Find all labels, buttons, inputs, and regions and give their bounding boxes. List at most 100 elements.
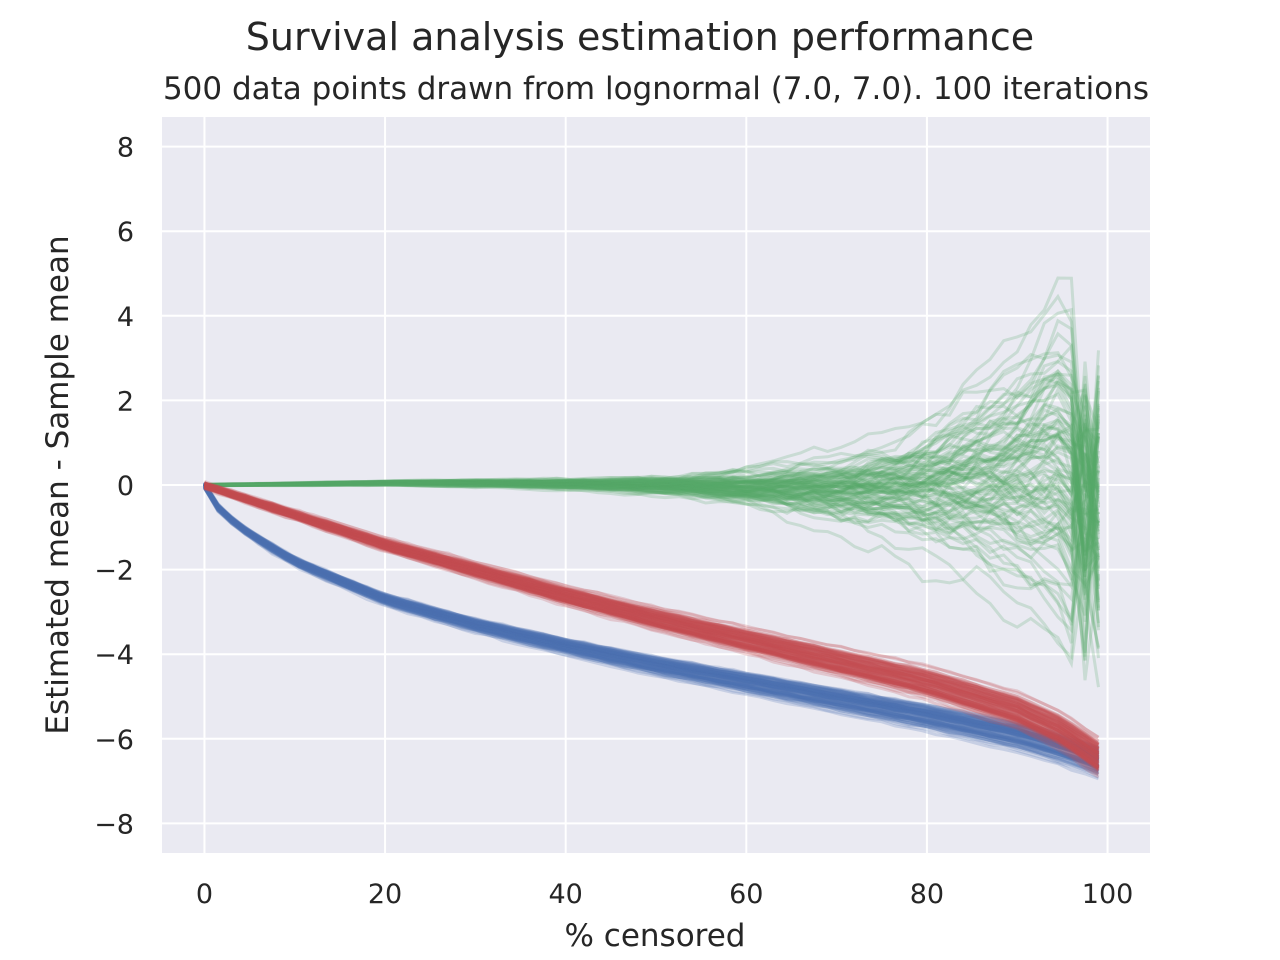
series-line (203, 486, 1100, 770)
series-line (204, 419, 1100, 540)
series-line (203, 483, 1100, 753)
series-line (204, 484, 1100, 762)
series-line (204, 381, 1100, 601)
series-line (203, 482, 1099, 751)
series-line (203, 484, 1099, 759)
series-line (203, 485, 1100, 772)
series-line (203, 484, 1100, 765)
series-line (203, 484, 1100, 768)
series-line (203, 484, 1100, 766)
series-line (203, 483, 1100, 758)
series-line (203, 483, 1100, 760)
series-line (204, 477, 1100, 587)
series-line (204, 422, 1100, 582)
series-line (203, 486, 1099, 774)
series-line (203, 479, 1100, 739)
series-line (204, 480, 1100, 603)
series-line (203, 485, 1100, 769)
series-line (204, 375, 1100, 569)
series-line (203, 483, 1100, 759)
series-line (203, 483, 1100, 756)
series-line (203, 482, 1099, 758)
series-line (204, 394, 1100, 511)
series-line (204, 318, 1100, 488)
series-line (203, 485, 1100, 767)
series-line (203, 481, 1100, 749)
series-line (204, 436, 1100, 659)
series-line (203, 482, 1100, 761)
series-line (204, 486, 1100, 771)
series-line (204, 461, 1100, 515)
series-line (203, 483, 1100, 764)
series-line (204, 436, 1100, 555)
series-line (203, 485, 1099, 769)
series-line (203, 484, 1100, 757)
series-line (204, 454, 1100, 661)
series-line (203, 482, 1100, 757)
series-line (204, 383, 1100, 492)
series-line (204, 407, 1100, 648)
y-tick-label: −4 (94, 640, 134, 671)
series-line (203, 482, 1099, 756)
series-line (203, 487, 1100, 781)
x-tick-label: 0 (196, 879, 213, 910)
series-line (203, 481, 1100, 749)
series-line (204, 422, 1100, 581)
series-line (203, 486, 1100, 775)
series-line (204, 433, 1100, 571)
series-line (203, 482, 1100, 756)
series-line (203, 487, 1100, 779)
series-line (203, 482, 1099, 754)
series-line (204, 470, 1100, 681)
series-line (204, 418, 1100, 644)
series-line (204, 427, 1099, 498)
series-line (204, 478, 1100, 616)
series-line (204, 436, 1100, 563)
series-line (203, 483, 1099, 762)
series-line (203, 481, 1100, 747)
series-line (203, 484, 1100, 762)
series-line (204, 479, 1100, 572)
series-line (203, 485, 1100, 773)
series-line (203, 483, 1100, 761)
series-line (203, 484, 1100, 764)
series-line (204, 423, 1100, 516)
series-line (203, 482, 1100, 754)
series-line (204, 478, 1100, 631)
series-line (204, 485, 1100, 770)
series-line (203, 482, 1099, 755)
y-tick-label: 8 (117, 133, 134, 164)
series-line (203, 481, 1100, 749)
series-line (203, 484, 1100, 768)
series-line (203, 482, 1100, 754)
series-line (204, 483, 1100, 754)
series-line (204, 483, 1100, 533)
series-line (203, 483, 1100, 758)
series-line (203, 481, 1100, 750)
series-line (203, 483, 1099, 757)
series-line (203, 482, 1100, 755)
series-line (203, 484, 1100, 763)
series-line (203, 482, 1100, 756)
series-line (203, 483, 1099, 757)
series-line (204, 413, 1100, 578)
series-line (204, 418, 1100, 525)
series-line (204, 407, 1100, 653)
series-line (204, 426, 1100, 551)
series-line (204, 353, 1100, 494)
y-tick-label: 6 (117, 217, 134, 248)
y-tick-label: 2 (117, 386, 134, 417)
series-line (204, 350, 1100, 552)
series-line (203, 484, 1100, 761)
series-line (203, 485, 1100, 772)
series-line (203, 484, 1100, 769)
series-line (204, 480, 1100, 624)
series-line (203, 483, 1100, 762)
series-line (203, 484, 1099, 761)
series-line (203, 485, 1100, 766)
series-line (203, 485, 1099, 765)
series-line (203, 484, 1100, 762)
series-line (203, 481, 1100, 739)
series-line (204, 382, 1100, 489)
series-line (204, 402, 1100, 487)
